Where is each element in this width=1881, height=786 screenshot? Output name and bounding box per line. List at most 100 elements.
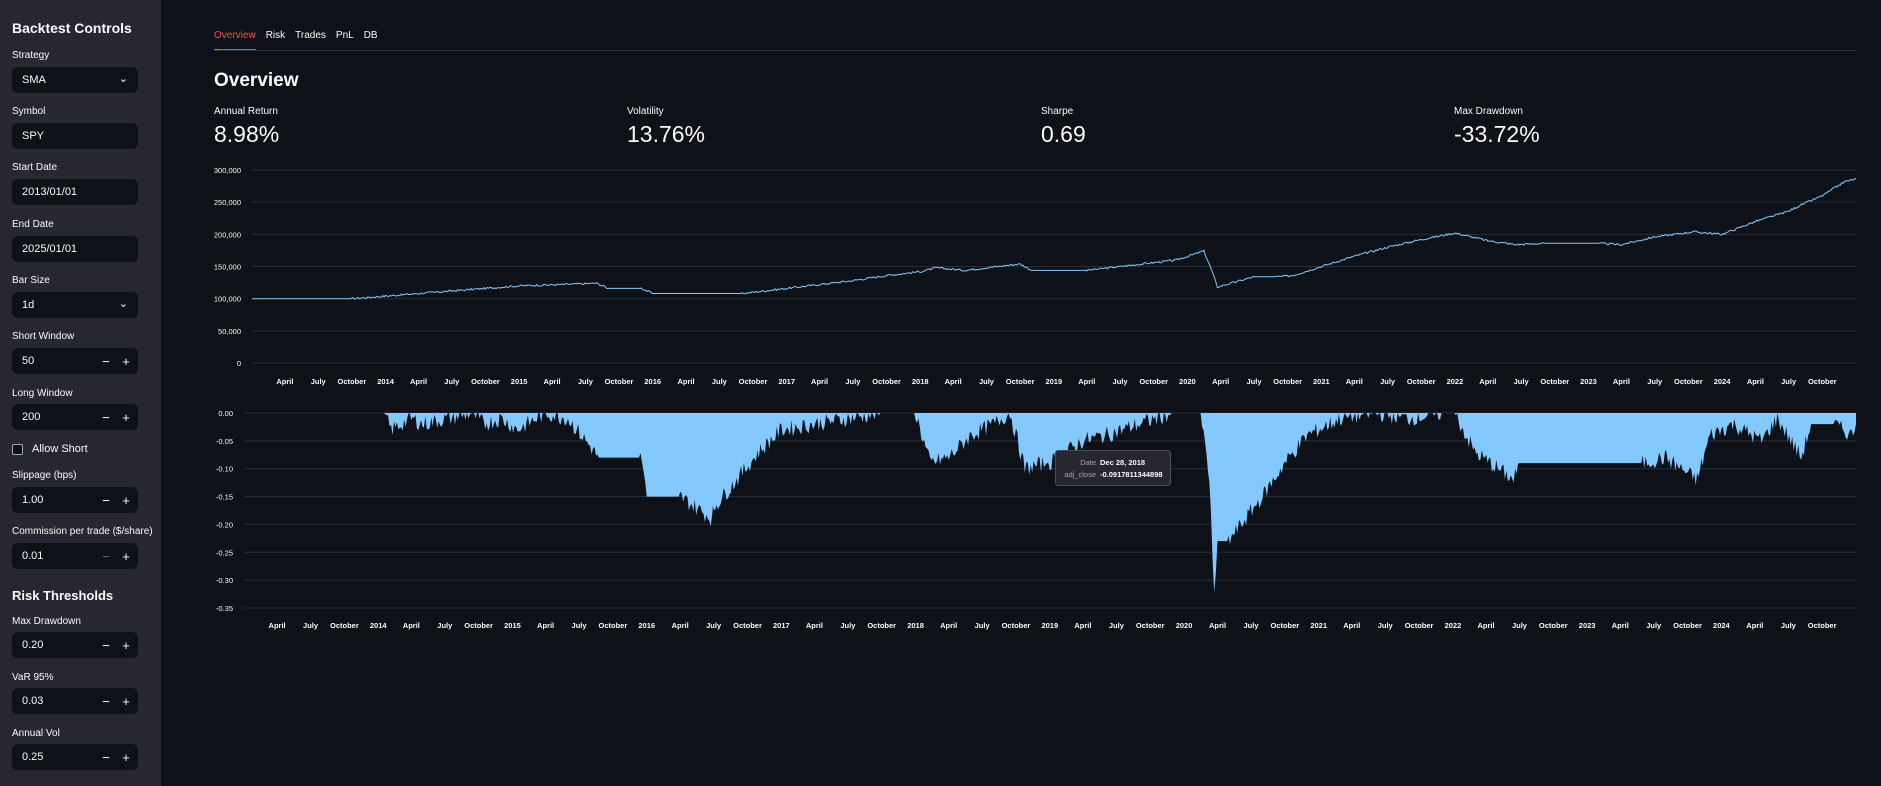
commission-decrement-button[interactable]: − <box>102 548 110 564</box>
x-tick-label: July <box>437 621 453 630</box>
x-tick-label: 2014 <box>377 377 395 386</box>
x-tick-label: 2019 <box>1045 377 1062 386</box>
short-window-label: Short Window <box>12 331 75 342</box>
annual-vol-increment-button[interactable]: + <box>122 749 130 765</box>
x-tick-label: 2023 <box>1579 621 1596 630</box>
x-tick-label: July <box>1646 621 1662 630</box>
commission-input[interactable]: 0.01 − + <box>12 543 138 569</box>
long-window-decrement-button[interactable]: − <box>102 409 110 425</box>
max-drawdown-decrement-button[interactable]: − <box>102 637 110 653</box>
y-tick-label: 250,000 <box>214 198 241 207</box>
max-drawdown-increment-button[interactable]: + <box>122 637 130 653</box>
x-tick-label: October <box>599 621 628 630</box>
x-tick-label: July <box>845 377 861 386</box>
x-tick-label: October <box>872 377 901 386</box>
allow-short-checkbox[interactable]: Allow Short <box>12 443 88 455</box>
start-date-input[interactable]: 2013/01/01 <box>12 179 138 205</box>
slippage-increment-button[interactable]: + <box>122 492 130 508</box>
symbol-input[interactable]: SPY <box>12 123 138 149</box>
y-tick-label: 300,000 <box>214 166 241 175</box>
x-tick-label: April <box>1747 377 1764 386</box>
tab-divider <box>214 50 1856 51</box>
x-tick-label: October <box>1139 377 1168 386</box>
var95-decrement-button[interactable]: − <box>102 693 110 709</box>
slippage-decrement-button[interactable]: − <box>102 492 110 508</box>
x-tick-label: July <box>1109 621 1125 630</box>
bar-size-select[interactable]: 1d ⌄ <box>12 292 138 318</box>
x-tick-label: April <box>1212 377 1229 386</box>
x-tick-label: July <box>706 621 722 630</box>
x-tick-label: July <box>975 621 991 630</box>
checkbox-box[interactable] <box>12 443 23 455</box>
tab-bar: Overview Risk Trades PnL DB <box>214 30 378 51</box>
x-tick-label: April <box>677 377 694 386</box>
var95-input[interactable]: 0.03 − + <box>12 688 138 714</box>
tab-db[interactable]: DB <box>363 30 378 41</box>
allow-short-label: Allow Short <box>32 443 88 455</box>
strategy-select[interactable]: SMA ⌄ <box>12 67 138 93</box>
annual-vol-decrement-button[interactable]: − <box>102 749 110 765</box>
x-tick-label: April <box>940 621 957 630</box>
long-window-input[interactable]: 200 − + <box>12 404 138 430</box>
risk-thresholds-title: Risk Thresholds <box>12 588 114 603</box>
drawdown-area <box>244 413 1856 593</box>
x-tick-label: April <box>945 377 962 386</box>
short-window-input[interactable]: 50 − + <box>12 348 138 374</box>
y-tick-label: 50,000 <box>218 327 241 336</box>
x-tick-label: July <box>1378 621 1394 630</box>
x-tick-label: July <box>712 377 728 386</box>
max-drawdown-input[interactable]: 0.20 − + <box>12 632 138 658</box>
x-tick-label: October <box>1006 377 1035 386</box>
metric-label: Max Drawdown <box>1454 106 1523 117</box>
x-tick-label: July <box>578 377 594 386</box>
tooltip-series-value: -0.0917811344898 <box>1100 470 1163 479</box>
long-window-increment-button[interactable]: + <box>122 409 130 425</box>
metric-label: Sharpe <box>1041 106 1074 117</box>
x-tick-label: April <box>1078 377 1095 386</box>
x-tick-label: 2019 <box>1041 621 1058 630</box>
tab-pnl[interactable]: PnL <box>335 30 354 41</box>
tab-overview[interactable]: Overview <box>214 30 256 51</box>
sidebar-title: Backtest Controls <box>12 20 132 36</box>
metric-value: 0.69 <box>1041 121 1086 147</box>
annual-vol-input[interactable]: 0.25 − + <box>12 744 138 770</box>
x-tick-label: 2017 <box>773 621 790 630</box>
x-tick-label: 2020 <box>1179 377 1196 386</box>
tab-risk[interactable]: Risk <box>265 30 286 41</box>
x-tick-label: October <box>1405 621 1434 630</box>
x-tick-label: October <box>733 621 762 630</box>
tooltip-date-value: Dec 28, 2018 <box>1100 458 1146 467</box>
start-date-label: Start Date <box>12 162 58 173</box>
x-tick-label: April <box>1209 621 1226 630</box>
x-tick-label: July <box>1113 377 1129 386</box>
short-window-decrement-button[interactable]: − <box>102 353 110 369</box>
x-tick-label: 2014 <box>370 621 388 630</box>
sidebar: Backtest Controls Strategy SMA ⌄ Symbol … <box>0 0 161 786</box>
var95-increment-button[interactable]: + <box>122 693 130 709</box>
slippage-label: Slippage (bps) <box>12 470 77 481</box>
x-tick-label: July <box>444 377 460 386</box>
short-window-increment-button[interactable]: + <box>122 353 130 369</box>
commission-increment-button[interactable]: + <box>122 548 130 564</box>
x-tick-label: April <box>1613 377 1630 386</box>
x-tick-label: October <box>1273 377 1302 386</box>
end-date-input[interactable]: 2025/01/01 <box>12 236 138 262</box>
annual-vol-label: Annual Vol <box>12 728 60 739</box>
slippage-input[interactable]: 1.00 − + <box>12 487 138 513</box>
x-tick-label: July <box>1514 377 1530 386</box>
x-tick-label: April <box>1074 621 1091 630</box>
metric-value: -33.72% <box>1454 121 1540 147</box>
tooltip-date-key: Date <box>1080 458 1096 467</box>
x-tick-label: April <box>806 621 823 630</box>
start-date-value: 2013/01/01 <box>22 186 78 198</box>
x-tick-label: October <box>1808 377 1837 386</box>
chevron-down-icon: ⌄ <box>118 298 128 310</box>
x-tick-label: April <box>1346 377 1363 386</box>
end-date-label: End Date <box>12 219 54 230</box>
x-tick-label: April <box>1612 621 1629 630</box>
x-tick-label: October <box>1407 377 1436 386</box>
tab-trades[interactable]: Trades <box>295 30 326 41</box>
x-tick-label: 2021 <box>1313 377 1330 386</box>
x-tick-label: October <box>338 377 367 386</box>
max-drawdown-label: Max Drawdown <box>12 616 81 627</box>
